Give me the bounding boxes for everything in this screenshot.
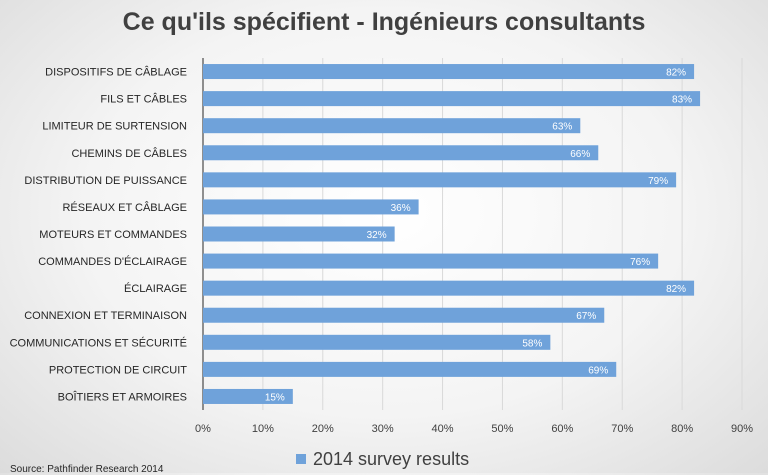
category-label: CONNEXION ET TERMINAISON xyxy=(24,310,187,322)
data-label: 82% xyxy=(666,68,686,79)
bar xyxy=(203,91,701,107)
bar xyxy=(203,361,617,377)
legend: 2014 survey results xyxy=(296,448,469,470)
x-tick-label: 80% xyxy=(671,423,693,435)
source-note: Source: Pathfinder Research 2014 xyxy=(10,464,164,475)
x-tick-label: 60% xyxy=(551,423,573,435)
legend-label: 2014 survey results xyxy=(313,448,470,469)
data-label: 83% xyxy=(672,95,692,106)
bar xyxy=(203,64,695,80)
chart-title: Ce qu'ils spécifient - Ingénieurs consul… xyxy=(122,8,646,36)
data-label: 79% xyxy=(648,176,668,187)
bar xyxy=(203,307,605,323)
bar xyxy=(203,388,293,404)
bar xyxy=(203,334,551,350)
category-label: DISPOSITIFS DE CÂBLAGE xyxy=(45,66,187,79)
data-label: 82% xyxy=(666,284,686,295)
x-tick-label: 50% xyxy=(491,423,513,435)
data-label: 76% xyxy=(630,257,650,268)
x-tick-label: 70% xyxy=(611,423,633,435)
category-label: ÉCLAIRAGE xyxy=(124,282,187,295)
bar xyxy=(203,118,581,134)
bar xyxy=(203,145,599,161)
data-label: 67% xyxy=(576,311,596,322)
bar xyxy=(203,172,677,188)
category-label: FILS ET CÂBLES xyxy=(100,93,187,106)
legend-swatch xyxy=(296,454,306,464)
data-label: 69% xyxy=(588,365,608,376)
bar xyxy=(203,253,659,269)
category-label: CHEMINS DE CÂBLES xyxy=(71,147,187,160)
category-label: MOTEURS ET COMMANDES xyxy=(39,229,187,241)
category-label: PROTECTION DE CIRCUIT xyxy=(49,364,187,376)
x-tick-label: 0% xyxy=(195,423,211,435)
data-label: 15% xyxy=(265,392,285,403)
x-tick-label: 10% xyxy=(252,423,274,435)
bar xyxy=(203,199,419,215)
x-tick-label: 20% xyxy=(312,423,334,435)
category-label: RÉSEAUX ET CÂBLAGE xyxy=(62,201,187,214)
category-label: COMMUNICATIONS ET SÉCURITÉ xyxy=(10,336,187,349)
x-tick-label: 40% xyxy=(432,423,454,435)
category-label: DISTRIBUTION DE PUISSANCE xyxy=(24,175,187,187)
data-label: 58% xyxy=(522,338,542,349)
category-label: LIMITEUR DE SURTENSION xyxy=(42,121,187,133)
data-label: 32% xyxy=(367,230,387,241)
category-label: COMMANDES D'ÉCLAIRAGE xyxy=(38,255,187,268)
data-label: 63% xyxy=(552,122,572,133)
data-label: 66% xyxy=(570,149,590,160)
data-label: 36% xyxy=(391,203,411,214)
bar xyxy=(203,226,395,242)
bar xyxy=(203,280,695,296)
x-tick-label: 30% xyxy=(372,423,394,435)
category-label: BOÎTIERS ET ARMOIRES xyxy=(58,390,187,403)
x-tick-label: 90% xyxy=(731,423,753,435)
